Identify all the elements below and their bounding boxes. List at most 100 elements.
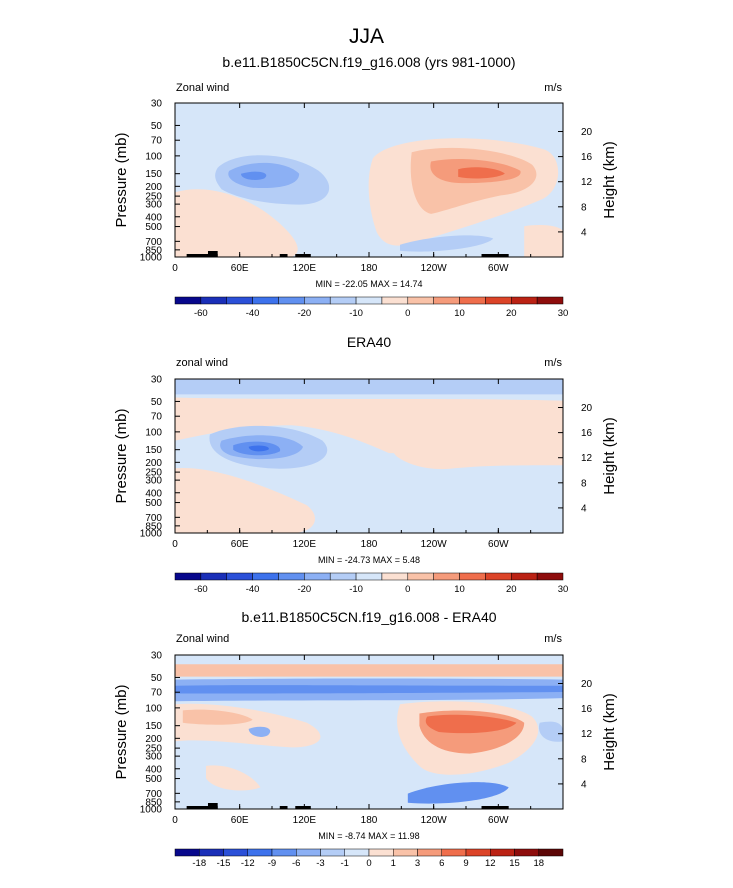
x-tick-label: 0 [172, 815, 178, 826]
y-tick-label: 150 [145, 169, 162, 180]
y-tick-label: 200 [145, 458, 162, 469]
colorbar-swatch [441, 848, 467, 857]
x-tick-label: 0 [172, 263, 178, 274]
y-right-tick-label: 16 [581, 152, 593, 163]
panel-title: ERA40 [347, 334, 392, 350]
y-tick-label: 50 [151, 673, 163, 684]
y-right-tick-label: 4 [581, 227, 587, 238]
colorbar-label: 20 [506, 308, 517, 319]
colorbar-label: -40 [246, 308, 260, 319]
panel-units: m/s [544, 357, 562, 369]
y-tick-label: 400 [145, 488, 162, 499]
colorbar-swatch [490, 848, 515, 857]
panel-3: b.e11.B1850C5CN.f19_g16.008 - ERA40 Zonal… [113, 609, 618, 869]
colorbar-swatch [407, 296, 434, 305]
x-tick-label: 120E [293, 815, 317, 826]
topography [207, 803, 218, 809]
y-tick-label: 1000 [140, 529, 163, 540]
colorbar: -60 -40 -20 -10 0 10 20 30 [174, 572, 569, 595]
y-tick-label: 850 [145, 797, 162, 808]
y-right-tick-label: 12 [581, 177, 593, 188]
y-tick-label: 150 [145, 721, 162, 732]
y-tick-label: 700 [145, 237, 162, 248]
colorbar: -60 -40 -20 -10 0 10 20 30 [174, 296, 569, 319]
topography [481, 254, 509, 257]
y-tick-label: 250 [145, 192, 162, 203]
topography [295, 806, 311, 809]
contour-field [175, 655, 563, 809]
y-tick-label: 500 [145, 222, 162, 233]
y-axis-title: Pressure (mb) [113, 132, 130, 227]
colorbar-swatch [252, 572, 279, 581]
colorbar-swatch [536, 572, 564, 581]
y-tick-label: 50 [151, 121, 163, 132]
colorbar-swatch [329, 296, 357, 305]
colorbar-swatch [355, 296, 383, 305]
min-max-stats: MIN = -22.05 MAX = 14.74 [315, 279, 422, 289]
colorbar-swatch [459, 296, 486, 305]
colorbar-swatch [304, 572, 331, 581]
topography [295, 254, 311, 257]
y-right-tick-label: 20 [581, 679, 593, 690]
contour-region [524, 224, 563, 257]
colorbar-label: -40 [246, 584, 260, 595]
y-tick-label: 100 [145, 151, 162, 162]
topography [279, 254, 288, 257]
x-tick-label: 60E [231, 815, 249, 826]
contour-region [248, 726, 271, 737]
colorbar-swatch [226, 572, 253, 581]
colorbar-swatch [433, 296, 460, 305]
x-tick-label: 120W [421, 539, 448, 550]
contour-region [248, 445, 269, 452]
colorbar-swatch [329, 572, 357, 581]
colorbar-label: 10 [454, 308, 465, 319]
colorbar: -18 -15 -12 -9 -6 -3 -1 0 1 3 6 9 12 15 18 [174, 848, 564, 869]
colorbar-label: -60 [194, 308, 208, 319]
colorbar-label: 0 [366, 858, 371, 869]
contour-region [407, 782, 509, 804]
y-right-tick-label: 20 [581, 403, 593, 414]
y-tick-label: 70 [151, 412, 163, 423]
colorbar-swatch [417, 848, 442, 857]
y-tick-label: 30 [151, 651, 163, 662]
colorbar-swatch [433, 572, 460, 581]
y-right-tick-label: 20 [581, 127, 593, 138]
colorbar-swatch [199, 848, 224, 857]
colorbar-label: -12 [241, 858, 255, 869]
colorbar-swatch [223, 848, 248, 857]
y-tick-label: 250 [145, 744, 162, 755]
contour-region [400, 235, 494, 252]
colorbar-label: -15 [217, 858, 231, 869]
colorbar-label: 30 [558, 308, 569, 319]
colorbar-swatch [381, 296, 409, 305]
contour-region [425, 714, 517, 734]
colorbar-swatch [393, 848, 418, 857]
colorbar-label: -20 [297, 584, 311, 595]
y-tick-label: 500 [145, 498, 162, 509]
colorbar-label: 1 [391, 858, 396, 869]
colorbar-swatch [174, 848, 200, 857]
y-right-tick-label: 16 [581, 704, 593, 715]
colorbar-swatch [465, 848, 491, 857]
figure-title: JJA [349, 25, 384, 48]
colorbar-swatch [511, 572, 538, 581]
colorbar-swatch [174, 572, 202, 581]
colorbar-swatch [320, 848, 345, 857]
colorbar-label: 30 [558, 584, 569, 595]
y-tick-label: 700 [145, 513, 162, 524]
y-right-tick-label: 4 [581, 779, 587, 790]
colorbar-label: 12 [485, 858, 496, 869]
contour-region [241, 171, 267, 180]
y-tick-label: 50 [151, 397, 163, 408]
panel-left-label: Zonal wind [176, 82, 229, 94]
contour-field [175, 379, 563, 533]
y-tick-label: 400 [145, 764, 162, 775]
x-tick-label: 0 [172, 539, 178, 550]
colorbar-label: 0 [405, 308, 410, 319]
colorbar-swatch [536, 296, 564, 305]
contour-region [389, 417, 563, 470]
colorbar-label: -6 [292, 858, 300, 869]
contour-region [458, 167, 505, 179]
contour-region [538, 721, 563, 742]
